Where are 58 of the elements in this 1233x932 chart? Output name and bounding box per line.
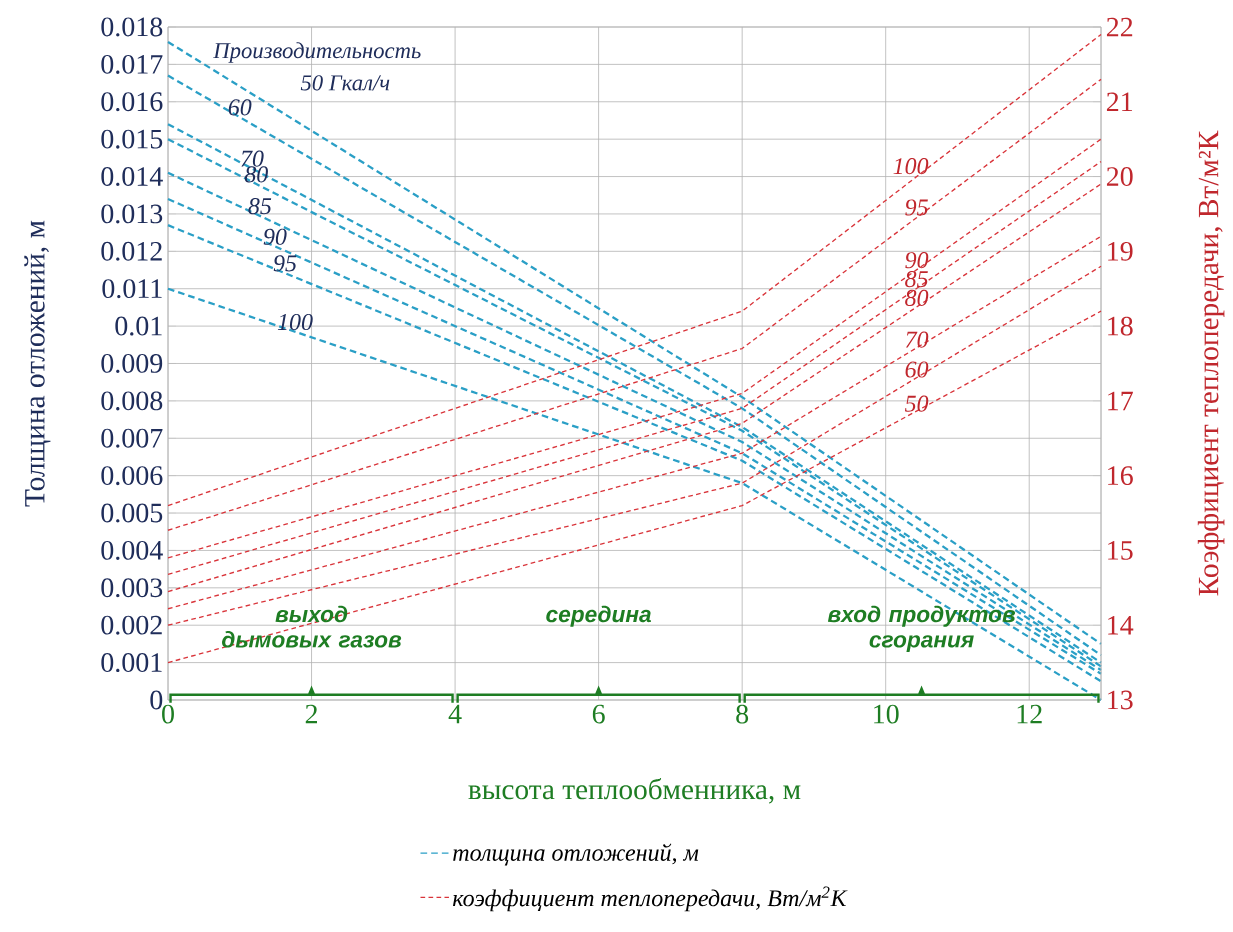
y-tick-label: 0.003 (101, 578, 163, 598)
annotation: 50 (904, 395, 929, 412)
annotation: выход дымовых газов (222, 605, 402, 648)
x-tick-label: 6 (592, 704, 605, 724)
x-tick-label: 2 (305, 704, 318, 724)
y-tick-label: 0.006 (101, 466, 163, 486)
annotation: Производительность (213, 42, 421, 63)
y-tick-label: 0.018 (101, 17, 163, 37)
y2-tick-label: 14 (1108, 615, 1134, 635)
y-tick-label: 0.008 (101, 391, 163, 411)
x-tick-label: 8 (736, 704, 749, 724)
y2-tick-label: 15 (1108, 541, 1133, 560)
annotation: 85 (905, 270, 928, 288)
x-axis-title: высота теплообменника, м (468, 778, 801, 804)
annotation: середина (546, 605, 651, 627)
annotation: 100 (893, 158, 929, 175)
annotation: 90 (263, 228, 287, 245)
legend-label: коэффициент теплопередачи, Вт/м$^{2}$К (452, 886, 848, 912)
y-axis-title: Толщина отложений, м (24, 220, 51, 507)
annotation: 85 (248, 198, 272, 215)
y-tick-label: 0.001 (101, 653, 162, 673)
y-tick-label: 0.004 (101, 540, 163, 560)
x-tick-label: 10 (874, 704, 899, 724)
y2-tick-label: 19 (1108, 241, 1133, 261)
y-tick-label: 0.016 (101, 92, 163, 112)
y-tick-label: 0.015 (101, 129, 163, 149)
y-tick-label: 0.01 (115, 316, 162, 336)
annotation: 70 (905, 331, 929, 348)
y-tick-label: 0.014 (101, 167, 163, 187)
annotation: 60 (228, 99, 252, 116)
y2-tick-label: 17 (1108, 391, 1133, 411)
x-tick-label: 12 (1017, 704, 1042, 724)
annotation: 95 (905, 199, 928, 216)
annotation: 80 (905, 289, 929, 307)
y-tick-label: 0.009 (101, 353, 163, 373)
y2-axis-title: Коэффициент теплопередачи, Вт/м²К (1197, 130, 1225, 596)
legend-label: толщина отложений, м (453, 843, 699, 866)
annotation: 90 (905, 252, 929, 269)
y-tick-label: 0.011 (102, 279, 162, 299)
y-tick-label: 0.005 (101, 503, 163, 523)
y-tick-label: 0 (150, 690, 163, 710)
annotation: 70 (241, 150, 264, 167)
annotation: 100 (277, 313, 313, 331)
y2-tick-label: 20 (1106, 167, 1133, 186)
y2-tick-label: 13 (1108, 690, 1133, 710)
y2-tick-label: 22 (1106, 17, 1133, 37)
y2-tick-label: 18 (1108, 316, 1133, 336)
y-tick-label: 0.013 (101, 204, 163, 224)
y-tick-label: 0.012 (101, 241, 162, 261)
annotation: 95 (273, 255, 297, 272)
y-tick-label: 0.017 (101, 54, 163, 74)
y-tick-label: 0.002 (101, 615, 162, 635)
annotation: 60 (905, 361, 929, 378)
y2-tick-label: 21 (1106, 92, 1133, 112)
x-tick-label: 4 (448, 704, 462, 724)
y-tick-label: 0.007 (101, 428, 163, 448)
annotation: 50 Гкал/ч (300, 75, 390, 91)
y2-tick-label: 16 (1108, 466, 1133, 486)
